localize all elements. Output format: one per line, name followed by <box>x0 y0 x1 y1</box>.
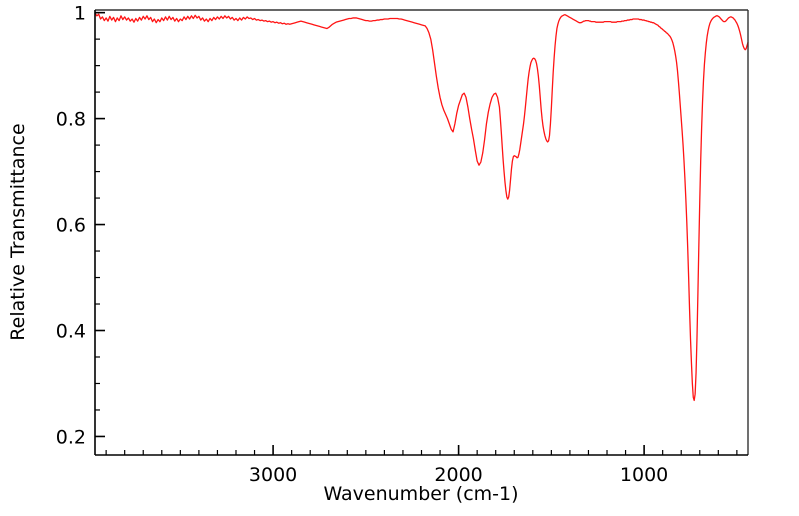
y-tick-label: 1 <box>74 3 86 25</box>
y-axis-ticks <box>95 11 105 438</box>
x-tick-label: 3000 <box>249 464 297 486</box>
y-tick-label: 0.2 <box>56 426 86 448</box>
x-axis-tick-labels: 3000 2000 1000 <box>249 464 668 486</box>
x-axis-title: Wavenumber (cm-1) <box>323 483 518 505</box>
x-tick-label: 2000 <box>434 464 482 486</box>
plot-background <box>95 10 748 455</box>
y-tick-label: 0.8 <box>56 109 86 131</box>
x-tick-label: 1000 <box>620 464 668 486</box>
y-axis-title: Relative Transmittance <box>7 123 29 340</box>
x-axis-ticks <box>105 445 738 455</box>
y-axis-tick-labels: 0.2 0.4 0.6 0.8 1 <box>56 3 86 449</box>
y-tick-label: 0.4 <box>56 321 86 343</box>
transmittance-trace <box>94 12 749 402</box>
y-tick-label: 0.6 <box>56 215 86 237</box>
